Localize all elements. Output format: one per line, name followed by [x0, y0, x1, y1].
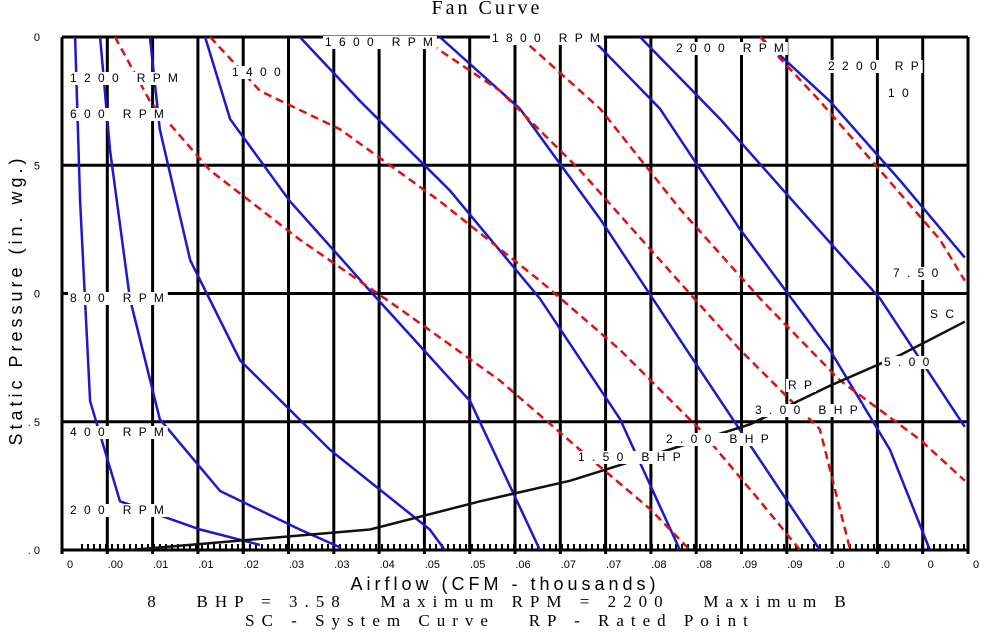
annotation: 1 6 0 0 R P M: [325, 35, 435, 49]
annotation-bg: [68, 426, 168, 439]
x-tick-label: .03: [334, 559, 349, 571]
annotation-bg: [886, 87, 913, 100]
annotation-bg: [753, 404, 862, 417]
annotation: 2 2 0 0 R P: [828, 59, 921, 73]
curve: [129, 320, 966, 552]
x-tick-label: .08: [697, 559, 712, 571]
x-tick-label: .06: [515, 559, 530, 571]
x-tick-label: .05: [425, 559, 440, 571]
annotation-bg: [674, 42, 788, 55]
annotation-bg: [68, 108, 168, 121]
annotation-bg: [882, 356, 934, 369]
annotation: S C: [930, 307, 956, 321]
x-tick-label: .0: [881, 559, 890, 571]
annotation-bg: [230, 66, 285, 79]
x-tick-label: .08: [651, 559, 666, 571]
x-tick-label: .09: [742, 559, 757, 571]
curve: [148, 36, 446, 551]
annotation-bg: [664, 433, 773, 446]
y-tick-label: . 5: [28, 417, 40, 429]
footer-line: 8 BHP = 3.58 Maximum RPM = 2200 Maximum …: [147, 592, 853, 611]
curve: [73, 36, 261, 547]
curve: [639, 36, 966, 428]
annotation: 5 . 0 0: [884, 355, 931, 369]
annotation-bg: [68, 72, 182, 85]
curve: [759, 36, 966, 282]
y-tick-label: 0: [34, 289, 40, 301]
curve: [203, 36, 542, 551]
curve: [759, 36, 966, 259]
y-tick-label: 0: [34, 32, 40, 44]
annotation-bg: [928, 308, 959, 321]
annotation-bg: [576, 451, 685, 464]
curve: [589, 36, 932, 551]
x-tick-label: .02: [244, 559, 259, 571]
x-tick-label: .00: [108, 559, 123, 571]
curve: [209, 36, 801, 551]
x-tick-label: .07: [606, 559, 621, 571]
annotation-bg: [490, 32, 604, 45]
annotation-bg: [68, 504, 168, 517]
x-tick-label: .0: [836, 559, 845, 571]
annotation-bg: [826, 60, 923, 73]
annotation: 1 2 0 0 R P M: [70, 71, 180, 85]
annotation: 7 . 5 0: [893, 266, 940, 280]
x-tick-label: .04: [379, 559, 394, 571]
chart-title: Fan Curve: [432, 0, 543, 19]
x-tick-label: 0: [67, 559, 73, 571]
annotation-bg: [891, 267, 943, 280]
annotation: R P: [788, 378, 814, 392]
annotation-bg: [786, 379, 817, 392]
y-tick-label: . 0: [28, 545, 40, 557]
annotation: 2 . 0 0 B H P: [666, 432, 771, 446]
annotation: 3 . 0 0 B H P: [755, 403, 860, 417]
x-axis-label: Airflow (CFM - thousands): [350, 574, 659, 594]
curve: [419, 35, 852, 551]
x-tick-label: .01: [153, 559, 168, 571]
annotation: 2 0 0 R P M: [70, 503, 166, 517]
x-tick-label: .05: [470, 559, 485, 571]
annotation-bg: [68, 292, 168, 305]
y-axis-label: Static Pressure (in. wg.): [6, 154, 26, 445]
curve: [98, 36, 341, 549]
annotation: 1 0: [888, 86, 911, 100]
annotation: 1 8 0 0 R P M: [492, 31, 602, 45]
footer-line: SC - System Curve RP - Rated Point: [245, 611, 755, 630]
x-tick-label: .09: [787, 559, 802, 571]
x-tick-label: 0: [928, 559, 934, 571]
annotation: 1 . 5 0 B H P: [578, 450, 683, 464]
annotation-bg: [323, 36, 437, 49]
annotation: 2 0 0 0 R P M: [676, 41, 786, 55]
x-tick-label: .07: [561, 559, 576, 571]
curve: [113, 36, 691, 551]
annotation: 6 0 0 R P M: [70, 107, 166, 121]
curve: [519, 36, 966, 482]
x-tick-label: .01: [198, 559, 213, 571]
x-tick-label: .03: [289, 559, 304, 571]
annotation: 1 4 0 0: [232, 65, 283, 79]
annotation: 4 0 0 R P M: [70, 425, 166, 439]
x-tick-label: 0: [973, 559, 979, 571]
annotation: 8 0 0 R P M: [70, 291, 166, 305]
y-tick-label: 5: [34, 160, 40, 172]
